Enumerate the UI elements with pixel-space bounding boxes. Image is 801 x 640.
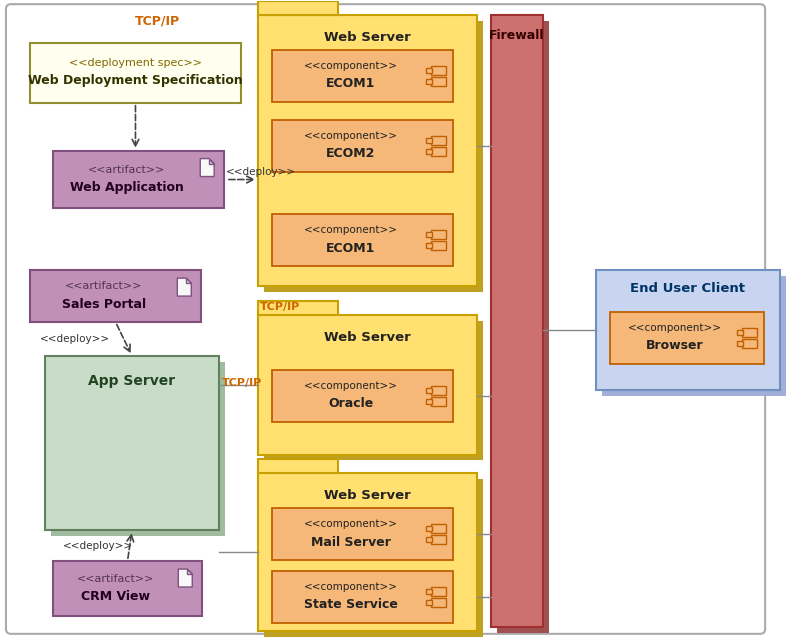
Bar	[258, 15, 477, 286]
Text: <<deploy>>: <<deploy>>	[226, 166, 296, 177]
Bar	[258, 301, 338, 315]
Bar	[426, 243, 433, 248]
Text: ECOM1: ECOM1	[326, 77, 376, 90]
Bar	[432, 598, 446, 607]
Bar	[432, 66, 446, 75]
Text: Browser: Browser	[646, 339, 704, 353]
Bar	[596, 270, 780, 390]
Bar	[45, 356, 219, 530]
Text: App Server: App Server	[88, 374, 175, 388]
Text: Web Deployment Specification: Web Deployment Specification	[28, 74, 243, 88]
Bar	[426, 68, 433, 73]
Bar	[426, 589, 433, 594]
Bar	[743, 328, 757, 337]
Bar	[272, 370, 453, 422]
Bar	[426, 79, 433, 84]
Bar	[432, 77, 446, 86]
Bar	[53, 561, 202, 616]
Bar	[258, 1, 338, 15]
Text: Web Server: Web Server	[324, 31, 411, 44]
Text: Web Server: Web Server	[324, 490, 411, 502]
Polygon shape	[209, 159, 214, 164]
Polygon shape	[200, 159, 214, 177]
Bar	[432, 136, 446, 145]
Text: State Service: State Service	[304, 598, 397, 611]
Bar	[30, 270, 201, 322]
Bar	[497, 21, 549, 633]
Bar	[272, 571, 453, 623]
Bar	[491, 15, 543, 627]
Text: Oracle: Oracle	[328, 397, 373, 410]
Bar	[30, 43, 241, 103]
Bar	[264, 21, 483, 292]
Bar	[432, 386, 446, 395]
Text: <<deploy>>: <<deploy>>	[40, 334, 110, 344]
Text: Mail Server: Mail Server	[311, 536, 391, 548]
Bar	[426, 600, 433, 605]
Bar	[272, 214, 453, 266]
Bar	[602, 276, 786, 396]
Text: Sales Portal: Sales Portal	[62, 298, 146, 310]
Bar	[432, 241, 446, 250]
Text: Web Server: Web Server	[324, 331, 411, 344]
Bar	[426, 526, 433, 531]
Polygon shape	[179, 569, 192, 587]
Bar	[737, 330, 743, 335]
Text: <<component>>: <<component>>	[628, 323, 722, 333]
Bar	[264, 479, 483, 637]
Text: <<component>>: <<component>>	[304, 381, 397, 391]
Text: <<deployment spec>>: <<deployment spec>>	[69, 58, 202, 68]
Text: ECOM2: ECOM2	[326, 147, 376, 160]
Text: TCP/IP: TCP/IP	[135, 14, 180, 27]
Text: <<artifact>>: <<artifact>>	[65, 281, 143, 291]
Polygon shape	[187, 569, 192, 574]
Bar	[272, 120, 453, 172]
Bar	[258, 474, 477, 631]
Text: ECOM1: ECOM1	[326, 242, 376, 255]
Text: <<component>>: <<component>>	[304, 131, 397, 141]
Text: <<component>>: <<component>>	[304, 582, 397, 592]
Bar	[272, 50, 453, 102]
Bar	[426, 148, 433, 154]
Bar	[737, 341, 743, 346]
Bar	[432, 524, 446, 533]
Bar	[272, 508, 453, 560]
Bar	[426, 388, 433, 393]
Text: <<deploy>>: <<deploy>>	[62, 541, 133, 550]
Polygon shape	[187, 278, 191, 283]
Text: <<artifact>>: <<artifact>>	[88, 164, 165, 175]
Bar	[53, 150, 224, 209]
Bar	[432, 230, 446, 239]
Bar	[432, 535, 446, 544]
Text: End User Client: End User Client	[630, 282, 746, 295]
Bar	[743, 339, 757, 348]
Text: TCP/IP: TCP/IP	[260, 302, 300, 312]
Text: Firewall: Firewall	[489, 29, 545, 42]
Bar	[50, 362, 225, 536]
Polygon shape	[177, 278, 191, 296]
Text: <<component>>: <<component>>	[304, 225, 397, 236]
Text: <<component>>: <<component>>	[304, 519, 397, 529]
Bar	[610, 312, 764, 364]
Bar	[258, 460, 338, 474]
Bar	[432, 147, 446, 156]
Bar	[426, 138, 433, 143]
Bar	[258, 315, 477, 454]
Text: <<artifact>>: <<artifact>>	[77, 573, 155, 584]
Bar	[432, 587, 446, 596]
Text: <<component>>: <<component>>	[304, 61, 397, 71]
Bar	[426, 232, 433, 237]
Bar	[264, 321, 483, 460]
Text: CRM View: CRM View	[81, 590, 150, 603]
Bar	[426, 537, 433, 542]
Text: TCP/IP: TCP/IP	[222, 378, 263, 388]
Bar	[426, 399, 433, 404]
Bar	[432, 397, 446, 406]
Text: Web Application: Web Application	[70, 181, 183, 194]
